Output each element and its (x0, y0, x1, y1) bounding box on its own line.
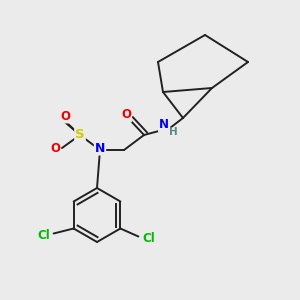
Text: H: H (169, 127, 177, 137)
Text: O: O (60, 110, 70, 122)
Text: O: O (50, 142, 60, 154)
Text: Cl: Cl (37, 229, 50, 242)
Text: S: S (75, 128, 85, 142)
Text: N: N (159, 118, 169, 131)
Text: N: N (95, 142, 105, 154)
Text: Cl: Cl (142, 232, 155, 245)
Text: O: O (121, 109, 131, 122)
